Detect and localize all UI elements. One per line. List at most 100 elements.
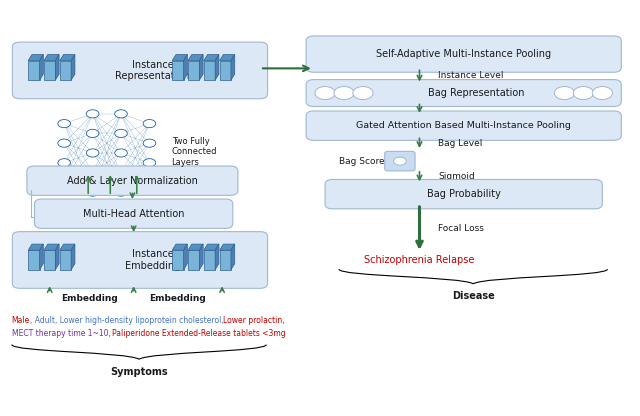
- Polygon shape: [55, 244, 59, 270]
- Circle shape: [115, 168, 127, 177]
- Text: Symptoms: Symptoms: [110, 366, 168, 376]
- Polygon shape: [60, 54, 75, 61]
- Text: MECT therapy time 1~10,: MECT therapy time 1~10,: [12, 329, 113, 338]
- Circle shape: [86, 149, 99, 157]
- FancyBboxPatch shape: [306, 79, 621, 106]
- FancyBboxPatch shape: [12, 232, 268, 288]
- Text: , Adult, Lower high-density lipoprotein cholesterol,: , Adult, Lower high-density lipoprotein …: [29, 317, 226, 325]
- FancyBboxPatch shape: [385, 151, 415, 171]
- Polygon shape: [28, 54, 44, 61]
- Polygon shape: [55, 54, 59, 80]
- Circle shape: [143, 139, 156, 147]
- Circle shape: [58, 158, 70, 167]
- Polygon shape: [199, 54, 203, 80]
- Polygon shape: [188, 244, 203, 250]
- Bar: [28, 250, 40, 270]
- Text: Self-Adaptive Multi-Instance Pooling: Self-Adaptive Multi-Instance Pooling: [376, 49, 551, 59]
- Polygon shape: [172, 54, 188, 61]
- FancyBboxPatch shape: [325, 179, 602, 209]
- FancyBboxPatch shape: [35, 199, 233, 228]
- Circle shape: [353, 87, 373, 99]
- FancyBboxPatch shape: [27, 166, 238, 196]
- Polygon shape: [188, 54, 203, 61]
- Bar: [44, 61, 55, 80]
- Circle shape: [143, 119, 156, 128]
- Circle shape: [86, 168, 99, 177]
- Polygon shape: [172, 244, 188, 250]
- Text: Schizophrenia Relapse: Schizophrenia Relapse: [364, 255, 475, 265]
- Text: Two Fully
Connected
Layers: Two Fully Connected Layers: [172, 137, 217, 167]
- Polygon shape: [184, 244, 188, 270]
- Polygon shape: [220, 54, 235, 61]
- Text: Add & Layer Normalization: Add & Layer Normalization: [67, 176, 198, 186]
- Circle shape: [86, 188, 99, 196]
- Circle shape: [86, 129, 99, 137]
- Polygon shape: [220, 244, 235, 250]
- Text: Bag Score: Bag Score: [339, 156, 385, 166]
- Polygon shape: [40, 244, 44, 270]
- Polygon shape: [71, 54, 75, 80]
- Bar: [204, 61, 215, 80]
- Circle shape: [86, 110, 99, 118]
- Text: Disease: Disease: [452, 291, 495, 301]
- Circle shape: [115, 110, 127, 118]
- Bar: [60, 250, 71, 270]
- FancyBboxPatch shape: [306, 111, 621, 140]
- Text: Embedding: Embedding: [61, 294, 118, 303]
- Text: Bag Probability: Bag Probability: [427, 189, 500, 199]
- Polygon shape: [199, 244, 203, 270]
- FancyBboxPatch shape: [306, 36, 621, 72]
- Polygon shape: [231, 244, 235, 270]
- Circle shape: [315, 87, 335, 99]
- Bar: [220, 250, 231, 270]
- Circle shape: [592, 87, 612, 99]
- Bar: [28, 61, 40, 80]
- Polygon shape: [60, 244, 75, 250]
- Polygon shape: [44, 54, 59, 61]
- Text: Instance Level: Instance Level: [438, 72, 504, 80]
- Circle shape: [115, 149, 127, 157]
- Circle shape: [58, 119, 70, 128]
- Circle shape: [58, 139, 70, 147]
- Text: Gated Attention Based Multi-Instance Pooling: Gated Attention Based Multi-Instance Poo…: [356, 121, 571, 130]
- Circle shape: [115, 129, 127, 137]
- Circle shape: [115, 188, 127, 196]
- Text: Male: Male: [12, 317, 30, 325]
- Polygon shape: [215, 244, 219, 270]
- Text: Focal Loss: Focal Loss: [438, 224, 484, 233]
- FancyBboxPatch shape: [12, 42, 268, 99]
- Polygon shape: [215, 54, 219, 80]
- Text: Bag Representation: Bag Representation: [428, 88, 525, 98]
- Text: Bag Level: Bag Level: [438, 139, 483, 148]
- Text: Lower prolactin,: Lower prolactin,: [223, 317, 285, 325]
- Polygon shape: [204, 54, 219, 61]
- Circle shape: [58, 178, 70, 186]
- Text: Instance
Representation: Instance Representation: [115, 59, 190, 81]
- Polygon shape: [184, 54, 188, 80]
- Polygon shape: [40, 54, 44, 80]
- Circle shape: [334, 87, 354, 99]
- Bar: [172, 250, 184, 270]
- Bar: [204, 250, 215, 270]
- Circle shape: [573, 87, 593, 99]
- Bar: [60, 61, 71, 80]
- Text: Multi-Head Attention: Multi-Head Attention: [83, 209, 184, 219]
- Circle shape: [554, 87, 575, 99]
- Polygon shape: [28, 244, 44, 250]
- Text: Paliperidone Extended-Release tablets <3mg: Paliperidone Extended-Release tablets <3…: [111, 329, 285, 338]
- Circle shape: [143, 178, 156, 186]
- Text: Embedding: Embedding: [150, 294, 206, 303]
- Bar: [172, 61, 184, 80]
- Circle shape: [143, 158, 156, 167]
- Bar: [220, 61, 231, 80]
- Polygon shape: [231, 54, 235, 80]
- Bar: [44, 250, 55, 270]
- Polygon shape: [71, 244, 75, 270]
- Text: Sigmoid: Sigmoid: [438, 172, 475, 181]
- Bar: [188, 61, 199, 80]
- Polygon shape: [204, 244, 219, 250]
- Polygon shape: [44, 244, 59, 250]
- Bar: [188, 250, 199, 270]
- Circle shape: [394, 157, 406, 165]
- Text: Instance
Embedding: Instance Embedding: [125, 249, 180, 271]
